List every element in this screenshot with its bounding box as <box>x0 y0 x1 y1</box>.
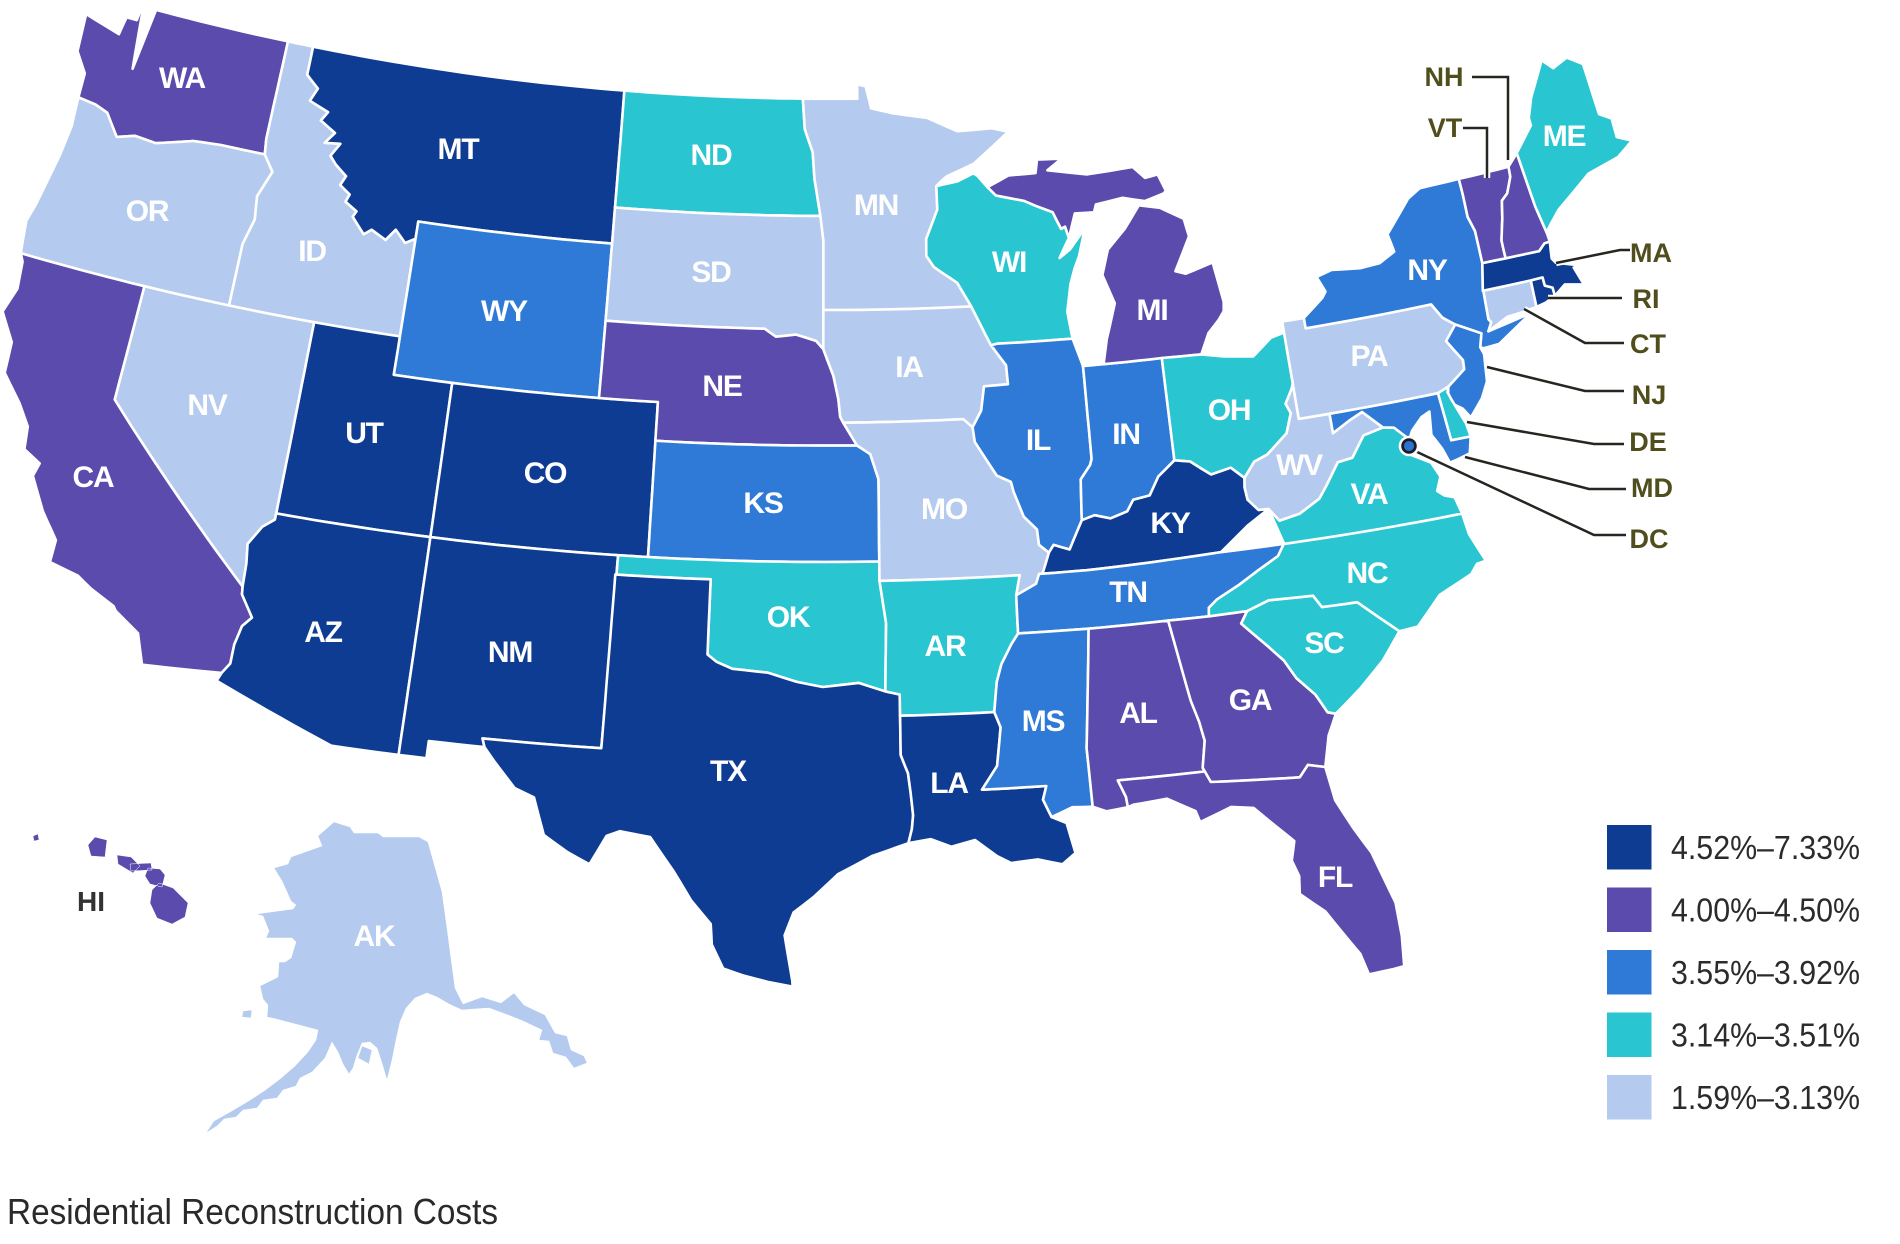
svg-text:CT: CT <box>1630 329 1666 359</box>
svg-text:NH: NH <box>1425 62 1464 92</box>
svg-text:ME: ME <box>1543 120 1586 153</box>
svg-text:CO: CO <box>524 457 567 490</box>
svg-text:ND: ND <box>691 139 732 172</box>
svg-text:DC: DC <box>1630 524 1669 554</box>
svg-text:TX: TX <box>710 755 747 788</box>
svg-text:3.14%–3.51%: 3.14%–3.51% <box>1671 1017 1860 1054</box>
svg-text:WA: WA <box>159 62 205 95</box>
svg-text:AK: AK <box>354 920 396 953</box>
svg-text:VA: VA <box>1350 478 1388 511</box>
svg-text:PA: PA <box>1350 340 1388 373</box>
svg-text:Residential Reconstruction Cos: Residential Reconstruction Costs <box>7 1191 498 1232</box>
svg-text:CA: CA <box>73 461 114 494</box>
svg-text:IA: IA <box>895 351 923 384</box>
svg-text:SD: SD <box>691 256 731 289</box>
svg-text:VT: VT <box>1428 113 1463 143</box>
svg-text:MS: MS <box>1022 705 1065 738</box>
svg-text:WV: WV <box>1276 449 1323 482</box>
svg-text:AR: AR <box>925 630 967 663</box>
svg-text:AL: AL <box>1119 697 1157 730</box>
svg-text:DE: DE <box>1629 427 1667 457</box>
svg-text:NJ: NJ <box>1632 380 1667 410</box>
svg-text:KY: KY <box>1150 507 1190 540</box>
svg-text:NV: NV <box>187 389 227 422</box>
svg-text:4.00%–4.50%: 4.00%–4.50% <box>1671 892 1860 929</box>
svg-text:MT: MT <box>438 133 480 166</box>
svg-text:UT: UT <box>345 417 383 450</box>
svg-text:IL: IL <box>1026 424 1051 457</box>
svg-text:WI: WI <box>992 246 1026 279</box>
svg-text:MN: MN <box>854 189 898 222</box>
svg-text:NC: NC <box>1347 557 1388 590</box>
svg-text:ID: ID <box>298 235 326 268</box>
svg-text:SC: SC <box>1304 627 1344 660</box>
svg-text:TN: TN <box>1109 576 1147 609</box>
svg-text:GA: GA <box>1229 684 1272 717</box>
svg-text:OR: OR <box>126 195 170 228</box>
svg-text:HI: HI <box>77 886 105 917</box>
svg-text:MA: MA <box>1630 238 1672 268</box>
svg-text:NM: NM <box>488 636 532 669</box>
svg-text:3.55%–3.92%: 3.55%–3.92% <box>1671 954 1860 991</box>
svg-text:MD: MD <box>1631 473 1673 503</box>
svg-text:FL: FL <box>1318 861 1353 894</box>
svg-text:NE: NE <box>702 370 741 403</box>
svg-text:AZ: AZ <box>304 616 342 649</box>
svg-text:MI: MI <box>1137 294 1168 327</box>
svg-text:NY: NY <box>1407 254 1447 287</box>
svg-text:LA: LA <box>930 767 968 800</box>
svg-text:OH: OH <box>1208 394 1251 427</box>
svg-text:MO: MO <box>921 493 968 526</box>
svg-text:RI: RI <box>1633 284 1660 314</box>
svg-text:1.59%–3.13%: 1.59%–3.13% <box>1671 1079 1860 1116</box>
svg-text:KS: KS <box>743 487 782 520</box>
svg-text:4.52%–7.33%: 4.52%–7.33% <box>1671 829 1860 866</box>
svg-text:IN: IN <box>1112 418 1140 451</box>
svg-text:OK: OK <box>767 601 811 634</box>
svg-text:WY: WY <box>481 295 528 328</box>
